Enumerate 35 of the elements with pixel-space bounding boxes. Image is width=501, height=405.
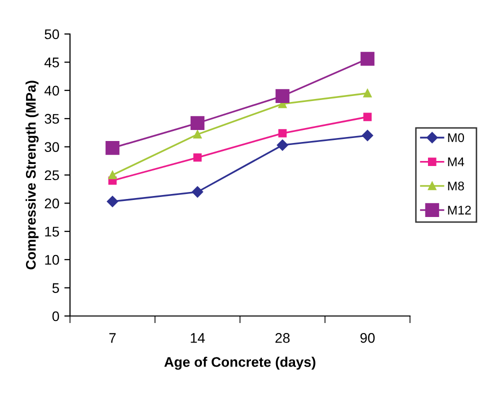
point (360, 52, 374, 66)
point (106, 196, 118, 208)
y-tick-label: 50 (44, 29, 60, 40)
y-tick-label: 45 (44, 58, 60, 68)
x-axis-title: Age of Concrete (days) (164, 356, 316, 370)
point (193, 153, 202, 162)
point (363, 89, 372, 98)
y-tick-label: 10 (45, 254, 60, 265)
legend-label: M12 (448, 206, 471, 214)
point (362, 130, 374, 142)
point (190, 116, 204, 130)
y-tick-label: 40 (44, 86, 60, 96)
point (108, 170, 117, 180)
x-tick-label: 7 (109, 333, 116, 343)
legend-label: M4 (448, 158, 464, 166)
y-axis-title: Compressive Strength (MPa) (26, 80, 39, 270)
legend-label: M8 (448, 182, 464, 190)
point (363, 112, 372, 122)
y-tick-label: 15 (45, 226, 60, 237)
y-tick-label: 25 (44, 170, 60, 180)
point (106, 140, 120, 155)
point (276, 89, 290, 103)
x-tick-label: 90 (360, 333, 375, 343)
y-tick-label: 5 (52, 283, 59, 293)
y-tick-label: 35 (44, 114, 60, 124)
x-tick-label: 14 (190, 333, 205, 343)
y-tick-label: 0 (52, 311, 60, 322)
point (276, 140, 288, 151)
point (193, 130, 202, 139)
y-tick-label: 20 (44, 198, 60, 208)
point (278, 129, 287, 138)
y-tick-label: 30 (44, 142, 60, 152)
legend-label: M0 (448, 133, 464, 142)
x-tick-label: 28 (275, 333, 290, 343)
point (192, 186, 204, 198)
